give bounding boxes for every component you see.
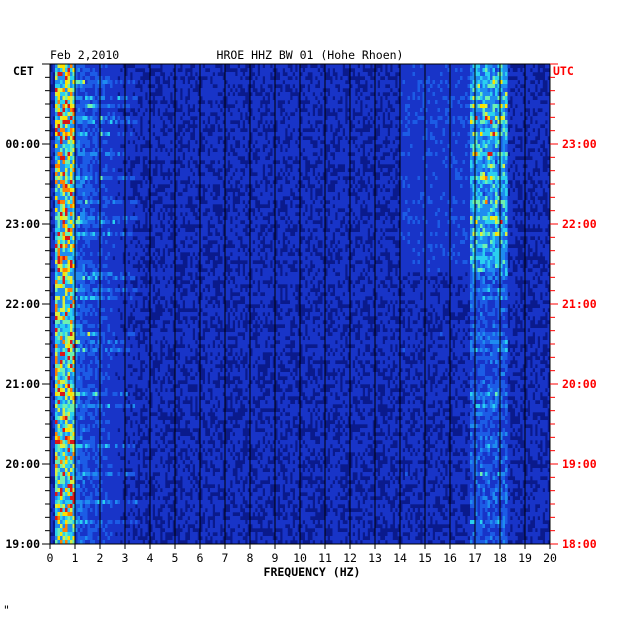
y-tick-label-right: 18:00 [562,537,597,551]
x-tick-label: 1 [72,551,79,565]
x-tick-label: 17 [468,551,482,565]
x-axis-title: FREQUENCY (HZ) [264,565,361,579]
x-tick-label: 19 [518,551,532,565]
y-tick-label-left: 19:00 [5,537,40,551]
x-tick-label: 16 [443,551,457,565]
y-tick-label-left: 20:00 [5,457,40,471]
x-tick-label: 13 [368,551,382,565]
x-tick-label: 0 [47,551,54,565]
x-tick-label: 7 [222,551,229,565]
x-tick-label: 20 [543,551,557,565]
y-tick-label-left: 23:00 [5,217,40,231]
utc-label: UTC [553,64,574,78]
axes: 00:00 23:00 22:00 21:00 20:00 19:00 23:00 22:00… [5,63,597,565]
x-tick-label: 14 [393,551,407,565]
x-tick-label: 2 [97,551,104,565]
y-tick-label-right: 21:00 [562,297,597,311]
heatmap-cells [50,64,551,545]
y-tick-label-left: 00:00 [5,137,40,151]
y-tick-label-left: 22:00 [5,297,40,311]
x-tick-label: 18 [493,551,507,565]
y-tick-label-right: 20:00 [562,377,597,391]
x-tick-label: 4 [147,551,154,565]
footer-mark: " [3,603,10,617]
x-tick-label: 6 [197,551,204,565]
x-tick-label: 3 [122,551,129,565]
y-tick-label-right: 19:00 [562,457,597,471]
grid [74,64,526,544]
y-tick-label-right: 23:00 [562,137,597,151]
x-tick-label: 11 [318,551,332,565]
x-tick-label: 8 [247,551,254,565]
cet-label: CET [13,64,34,78]
date-label: Feb 2,2010 [50,48,119,62]
chart-title: HROE HHZ BW 01 (Hohe Rhoen) [217,48,404,62]
x-tick-label: 5 [172,551,179,565]
x-tick-label: 15 [418,551,432,565]
y-tick-label-right: 22:00 [562,217,597,231]
x-tick-label: 9 [272,551,279,565]
x-tick-label: 12 [343,551,357,565]
y-tick-label-left: 21:00 [5,377,40,391]
x-tick-label: 10 [293,551,307,565]
